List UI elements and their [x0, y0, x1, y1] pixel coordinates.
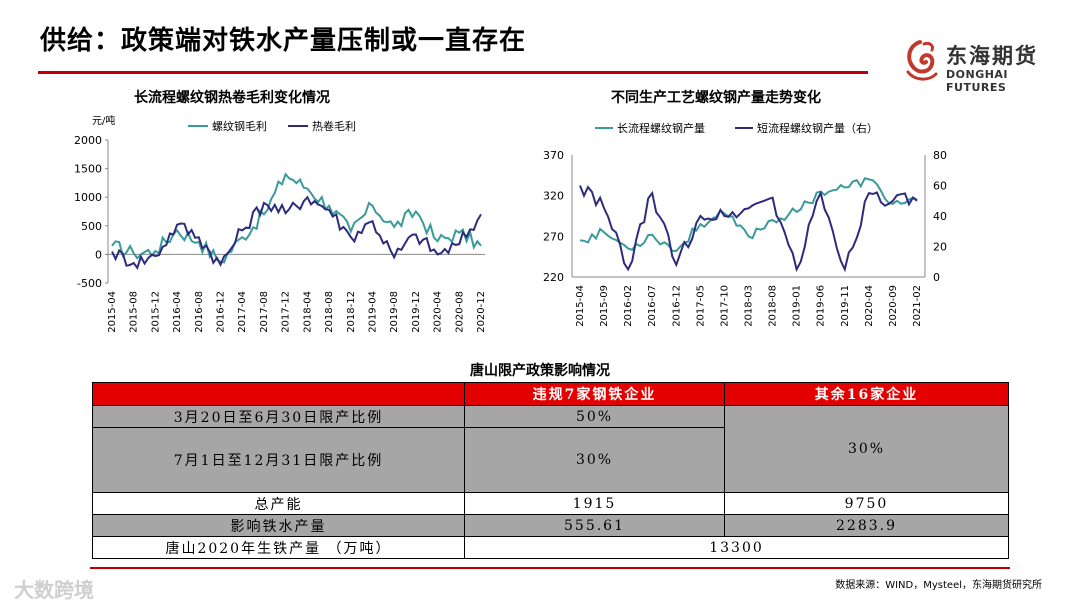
- chart1-ytick-3: 500: [81, 220, 102, 233]
- chart1-xtick-6: 2017-04: [237, 291, 248, 333]
- chart1-margin-chart: 元/吨 螺纹钢毛利 热卷毛利 2000 1500 1000 500 0 -500 2015-04 2…: [74, 114, 487, 333]
- logo-text-cn: 东海期货: [946, 44, 1038, 68]
- chart2-ytick-left-3: 220: [543, 271, 564, 284]
- chart1-series-1: [111, 195, 482, 270]
- logo-icon: [906, 40, 938, 81]
- chart1-xtick-15: 2020-04: [433, 291, 444, 333]
- row3-label: 总产能: [92, 492, 465, 515]
- title-divider: [38, 71, 868, 74]
- chart1-xtick-16: 2020-08: [454, 291, 465, 333]
- row5-value: 13300: [464, 536, 1009, 559]
- chart2-xtick-7: 2018-03: [744, 285, 755, 327]
- chart2-ytick-right-0: 80: [933, 149, 947, 162]
- chart1-legend-label-0: 螺纹钢毛利: [212, 119, 267, 133]
- row2-label: 7月1日至12月31日限产比例: [92, 427, 465, 493]
- chart2-xtick-3: 2016-07: [647, 285, 658, 327]
- chart1-ytick-4: 0: [95, 248, 102, 261]
- chart2-legend-label-1: 短流程螺纹钢产量（右）: [757, 121, 878, 135]
- chart2-legend-label-0: 长流程螺纹钢产量: [617, 121, 705, 135]
- chart2-xtick-1: 2015-09: [599, 285, 610, 327]
- row12-value2: 30%: [724, 405, 1009, 493]
- chart2-xtick-5: 2017-05: [695, 285, 706, 327]
- chart2-xtick-14: 2021-02: [912, 285, 923, 327]
- chart1-series-0: [111, 172, 482, 264]
- table-header-blank: [92, 382, 465, 406]
- row4-value2: 2283.9: [724, 514, 1009, 537]
- table-header-col1: 违规7家钢铁企业: [464, 382, 725, 406]
- chart2-xtick-13: 2020-09: [888, 285, 899, 327]
- table-title: 唐山限产政策影响情况: [470, 363, 610, 379]
- page-title: 供给：政策端对铁水产量压制或一直存在: [40, 26, 527, 56]
- chart2-xtick-9: 2019-01: [792, 285, 803, 327]
- chart1-title: 长流程螺纹钢热卷毛利变化情况: [134, 90, 330, 106]
- row3-value1: 1915: [464, 492, 725, 515]
- row2-value1: 30%: [464, 427, 725, 493]
- chart1-ytick-2: 1000: [74, 191, 102, 204]
- row4-value1: 555.61: [464, 514, 725, 537]
- chart2-ytick-left-0: 370: [543, 149, 564, 162]
- chart2-ytick-right-3: 20: [933, 241, 947, 254]
- chart2-xtick-4: 2016-12: [671, 285, 682, 327]
- chart2-xtick-12: 2020-04: [864, 285, 875, 327]
- chart1-xtick-13: 2019-08: [389, 291, 400, 333]
- chart1-legend-label-1: 热卷毛利: [312, 119, 356, 133]
- chart1-xtick-5: 2016-12: [216, 291, 227, 333]
- row1-label: 3月20日至6月30日限产比例: [92, 405, 465, 428]
- chart1-ytick-5: -500: [77, 277, 102, 290]
- chart1-ytick-0: 2000: [74, 134, 102, 147]
- row5-label: 唐山2020年生铁产量 （万吨）: [92, 536, 465, 559]
- chart1-xtick-10: 2018-08: [324, 291, 335, 333]
- restriction-table: 违规7家钢铁企业 其余16家企业 3月20日至6月30日限产比例 50% 30%…: [92, 382, 1009, 559]
- chart2-title: 不同生产工艺螺纹钢产量走势变化: [611, 90, 821, 106]
- row1-value1: 50%: [464, 405, 725, 428]
- chart2-xtick-11: 2019-11: [840, 285, 851, 327]
- logo-text-en: DONGHAI FUTURES: [946, 68, 1009, 94]
- chart1-xtick-1: 2015-08: [129, 291, 140, 333]
- company-logo: 东海期货 DONGHAI FUTURES: [900, 38, 1060, 94]
- chart2-series-1: [579, 185, 918, 273]
- chart1-xtick-11: 2018-12: [346, 291, 357, 333]
- chart1-xtick-17: 2020-12: [476, 291, 487, 333]
- chart1-xtick-7: 2017-08: [259, 291, 270, 333]
- chart1-xtick-8: 2017-12: [281, 291, 292, 333]
- watermark: 大数跨境: [14, 578, 94, 602]
- chart1-xtick-14: 2019-12: [411, 291, 422, 333]
- data-source: 数据来源：WIND，Mysteel，东海期货研究所: [835, 580, 1042, 591]
- chart1-xtick-12: 2019-04: [367, 291, 378, 333]
- chart2-ytick-right-4: 0: [933, 271, 940, 284]
- chart2-xtick-6: 2017-10: [719, 285, 730, 327]
- chart2-xtick-2: 2016-02: [623, 285, 634, 327]
- chart2-ytick-right-2: 40: [933, 210, 947, 223]
- chart2-ytick-left-2: 270: [543, 230, 564, 243]
- chart1-ytick-1: 1500: [74, 163, 102, 176]
- chart1-xtick-2: 2015-12: [150, 291, 161, 333]
- chart2-xtick-8: 2018-08: [768, 285, 779, 327]
- chart1-xtick-0: 2015-04: [107, 291, 118, 333]
- chart1-xtick-3: 2016-04: [172, 291, 183, 333]
- chart1-xtick-4: 2016-08: [194, 291, 205, 333]
- chart2-ytick-right-1: 60: [933, 180, 947, 193]
- chart2-ytick-left-1: 320: [543, 190, 564, 203]
- chart1-xtick-9: 2018-04: [302, 291, 313, 333]
- chart2-xtick-10: 2019-06: [816, 285, 827, 327]
- chart1-ylabel: 元/吨: [92, 114, 115, 127]
- row4-label: 影响铁水产量: [92, 514, 465, 537]
- chart2-xtick-0: 2015-04: [575, 285, 586, 327]
- bottom-divider: [90, 567, 1010, 569]
- chart2-output-chart: 长流程螺纹钢产量 短流程螺纹钢产量（右） 370 320 270 220 80 60 40 20 0…: [543, 121, 947, 327]
- table-header-col2: 其余16家企业: [724, 382, 1009, 406]
- row3-value2: 9750: [724, 492, 1009, 515]
- chart2-series-0: [579, 177, 918, 253]
